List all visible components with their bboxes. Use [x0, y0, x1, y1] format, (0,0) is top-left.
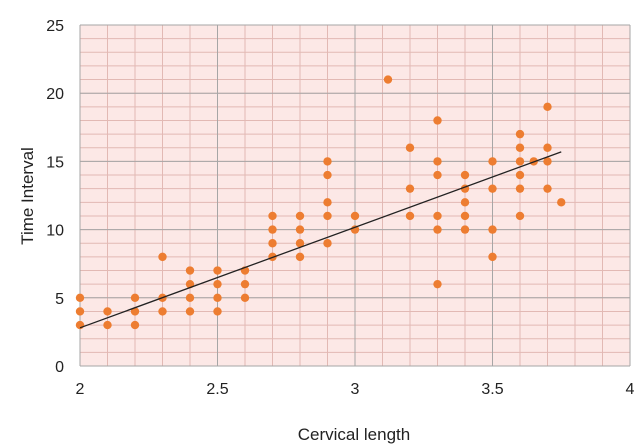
- x-tick-label: 3.5: [481, 381, 503, 398]
- data-point: [213, 266, 222, 275]
- data-point: [75, 307, 85, 316]
- data-point: [295, 211, 305, 221]
- data-point: [543, 184, 552, 193]
- data-point: [185, 293, 195, 302]
- y-tick-label: 0: [55, 359, 64, 376]
- data-point: [213, 279, 222, 289]
- y-tick-label: 25: [46, 18, 64, 35]
- data-point: [213, 293, 222, 302]
- data-point: [268, 225, 277, 234]
- data-point: [158, 307, 167, 316]
- data-point: [515, 157, 525, 166]
- data-point: [323, 211, 332, 221]
- data-point: [295, 239, 305, 248]
- data-point: [515, 170, 525, 180]
- data-point: [240, 279, 250, 289]
- y-axis-title: Time Interval: [18, 147, 37, 245]
- data-point: [75, 293, 85, 302]
- data-point: [543, 157, 552, 166]
- data-point: [433, 211, 442, 221]
- data-point: [515, 143, 525, 152]
- data-point: [323, 239, 332, 248]
- data-point: [323, 157, 332, 166]
- data-point: [460, 198, 470, 207]
- y-tick-label: 10: [46, 223, 64, 240]
- data-point: [75, 320, 85, 330]
- data-point: [405, 184, 415, 193]
- data-point: [557, 198, 566, 207]
- x-tick-label: 4: [626, 381, 635, 398]
- data-point: [515, 129, 525, 139]
- data-point: [185, 307, 195, 316]
- data-point: [185, 266, 195, 275]
- data-point: [323, 170, 332, 180]
- data-point: [433, 157, 442, 166]
- data-point: [130, 293, 140, 302]
- data-point: [268, 239, 277, 248]
- x-axis-title: Cervical length: [298, 425, 410, 444]
- data-points: [75, 75, 566, 330]
- x-tick-label: 3: [351, 381, 360, 398]
- data-point: [515, 211, 525, 221]
- data-point: [323, 198, 332, 207]
- data-point: [488, 184, 497, 193]
- data-point: [240, 293, 250, 302]
- data-point: [460, 225, 470, 234]
- data-point: [130, 307, 140, 316]
- y-tick-label: 15: [46, 154, 64, 171]
- data-point: [433, 170, 442, 180]
- x-tick-label: 2.5: [206, 381, 228, 398]
- trendline: [79, 151, 562, 329]
- x-tick-label: 2: [76, 381, 85, 398]
- data-point: [103, 320, 112, 330]
- data-point: [405, 211, 415, 221]
- data-point: [295, 225, 305, 234]
- data-point: [130, 320, 140, 330]
- data-point: [488, 252, 497, 262]
- y-tick-label: 5: [55, 291, 64, 308]
- data-point: [543, 143, 552, 152]
- data-point: [515, 184, 525, 193]
- data-point: [433, 116, 442, 125]
- data-point: [268, 211, 277, 221]
- data-point: [460, 170, 470, 180]
- data-point: [103, 307, 112, 316]
- data-point: [488, 225, 497, 234]
- data-point: [488, 157, 497, 166]
- data-point: [158, 252, 167, 262]
- y-tick-label: 20: [46, 86, 64, 103]
- data-point: [213, 307, 222, 316]
- data-point: [350, 211, 360, 221]
- x-axis-tick-labels: 2 2.5 3 3.5 4: [76, 381, 635, 398]
- data-point: [295, 252, 305, 262]
- data-point: [460, 211, 470, 221]
- y-axis-tick-labels: 0 5 10 15 20 25: [46, 18, 64, 376]
- data-point: [543, 102, 552, 112]
- data-point: [433, 225, 442, 234]
- data-point: [433, 279, 442, 289]
- data-point: [405, 143, 415, 152]
- data-point: [383, 75, 393, 84]
